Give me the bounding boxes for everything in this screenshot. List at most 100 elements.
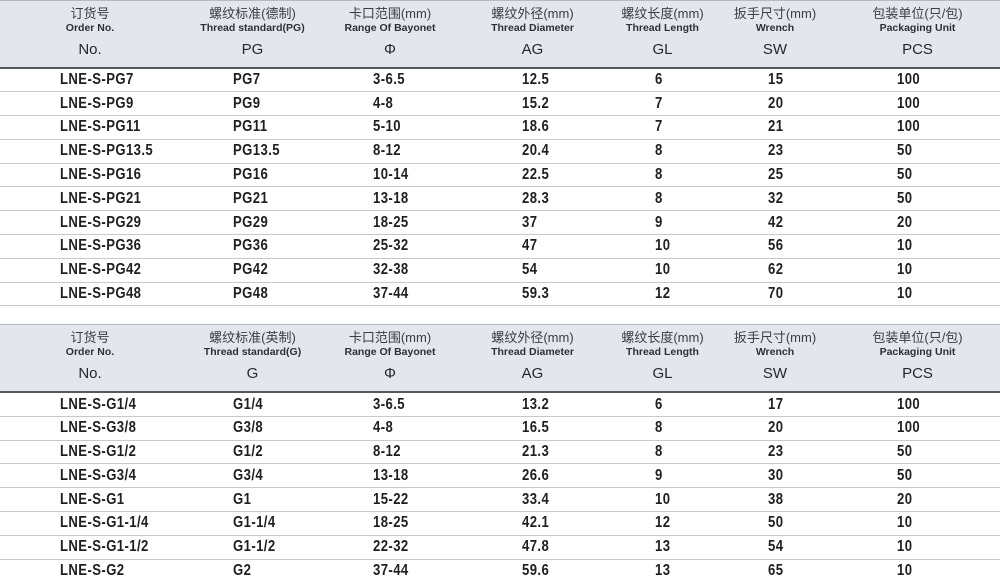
cell-thread-diameter: 21.3: [455, 440, 610, 465]
column-header-zh: 订货号: [70, 330, 110, 346]
cell-thread-standard: G1: [180, 487, 325, 512]
cell-value: 33.4: [522, 490, 550, 508]
cell-value: 20: [768, 94, 784, 112]
cell-value: 8: [655, 166, 663, 184]
cell-value: 10: [897, 237, 913, 255]
cell-value: 100: [897, 395, 921, 413]
cell-value: 50: [897, 189, 913, 207]
cell-value: 5-10: [373, 118, 401, 136]
table-row: LNE-S-G1-1/2 G1-1/2 22-32 47.8 13 54 10: [0, 535, 1000, 560]
cell-thread-length: 7: [610, 115, 715, 140]
column-header-symbol: GL: [652, 41, 673, 58]
cell-value: G1/4: [233, 395, 264, 413]
cell-thread-diameter: 37: [455, 210, 610, 236]
cell-value: 30: [768, 466, 784, 484]
cell-value: 42.1: [522, 514, 550, 532]
cell-thread-diameter: 22.5: [455, 163, 610, 188]
cell-value: LNE-S-PG7: [60, 71, 134, 89]
cell-thread-standard: PG48: [180, 282, 325, 307]
column-header-symbol: No.: [78, 365, 102, 383]
cell-value: 10-14: [373, 166, 409, 184]
cell-thread-standard: G3/8: [180, 416, 325, 441]
table-row: LNE-S-PG7 PG7 3-6.5 12.5 6 15 100: [0, 68, 1000, 93]
cell-wrench-size: 15: [715, 68, 835, 93]
column-header-en: Range Of Bayonet: [344, 346, 436, 359]
cell-value: LNE-S-PG13.5: [60, 142, 154, 160]
cell-bayonet-range: 37-44: [325, 559, 455, 577]
column-header-zh: 螺纹外径(mm): [491, 6, 574, 21]
column-header-symbol: AG: [521, 41, 544, 58]
cell-bayonet-range: 18-25: [325, 210, 455, 236]
cell-packaging-unit: 10: [835, 282, 1000, 307]
cell-packaging-unit: 100: [835, 68, 1000, 93]
cell-thread-diameter: 54: [455, 258, 610, 283]
column-header-en: Thread Diameter: [491, 346, 574, 359]
cell-value: 28.3: [522, 189, 550, 207]
cell-value: LNE-S-PG11: [60, 118, 141, 136]
table-row: LNE-S-G1 G1 15-22 33.4 10 38 20: [0, 487, 1000, 512]
column-header-thread-diameter: 螺纹外径(mm) Thread Diameter AG: [455, 0, 610, 69]
column-header-en: Packaging Unit: [879, 22, 956, 34]
cell-packaging-unit: 50: [835, 186, 1000, 212]
cell-value: 10: [897, 514, 913, 532]
cell-wrench-size: 65: [715, 559, 835, 577]
cell-bayonet-range: 18-25: [325, 511, 455, 536]
cell-thread-length: 6: [610, 392, 715, 417]
table-row: LNE-S-PG11 PG11 5-10 18.6 7 21 100: [0, 115, 1000, 140]
cell-value: PG29: [233, 213, 269, 231]
cell-value: LNE-S-G1/2: [60, 442, 137, 460]
table-row: LNE-S-G3/4 G3/4 13-18 26.6 9 30 50: [0, 463, 1000, 489]
cell-value: 7: [655, 94, 663, 112]
column-header-order-no: 订货号 Order No. No.: [0, 0, 180, 69]
cell-value: LNE-S-PG42: [60, 261, 142, 279]
column-header-zh: 螺纹外径(mm): [491, 330, 574, 346]
cell-bayonet-range: 32-38: [325, 258, 455, 283]
cell-packaging-unit: 100: [835, 392, 1000, 417]
cell-value: LNE-S-PG16: [60, 166, 142, 184]
cell-order-no: LNE-S-G1-1/4: [0, 511, 180, 536]
cell-value: 15-22: [373, 490, 409, 508]
cell-value: 10: [655, 490, 671, 508]
cell-value: LNE-S-G1: [60, 490, 125, 508]
cell-thread-standard: PG21: [180, 186, 325, 212]
table-row: LNE-S-PG48 PG48 37-44 59.3 12 70 10: [0, 282, 1000, 307]
cell-value: 100: [897, 71, 921, 89]
cell-value: G3/4: [233, 466, 264, 484]
cell-thread-standard: G1-1/4: [180, 511, 325, 536]
cell-thread-diameter: 13.2: [455, 392, 610, 417]
cell-packaging-unit: 10: [835, 535, 1000, 560]
cell-value: 23: [768, 142, 784, 160]
column-header-symbol: PCS: [902, 365, 933, 383]
cell-value: 50: [897, 142, 913, 160]
cell-packaging-unit: 20: [835, 487, 1000, 512]
cell-bayonet-range: 3-6.5: [325, 68, 455, 93]
cell-wrench-size: 56: [715, 234, 835, 259]
cell-value: 100: [897, 419, 921, 437]
cell-order-no: LNE-S-PG16: [0, 163, 180, 188]
cell-order-no: LNE-S-G1: [0, 487, 180, 512]
cell-order-no: LNE-S-G3/8: [0, 416, 180, 441]
pg-thread-table-section: 订货号 Order No. No. 螺纹标准(德制) Thread standard(P…: [0, 0, 1000, 307]
cell-value: 9: [655, 466, 663, 484]
column-header-symbol: PCS: [902, 41, 933, 58]
cell-bayonet-range: 15-22: [325, 487, 455, 512]
cell-value: 13.2: [522, 395, 550, 413]
cell-bayonet-range: 8-12: [325, 139, 455, 164]
cell-thread-length: 7: [610, 91, 715, 117]
cell-value: 50: [897, 466, 913, 484]
cell-thread-standard: PG7: [180, 68, 325, 93]
column-header-symbol: G: [246, 365, 259, 383]
column-header-wrench-size: 扳手尺寸(mm) Wrench SW: [715, 324, 835, 394]
cell-bayonet-range: 4-8: [325, 416, 455, 441]
cell-value: 8: [655, 142, 663, 160]
cell-thread-length: 8: [610, 416, 715, 441]
cell-value: 62: [768, 261, 784, 279]
cell-thread-diameter: 47: [455, 234, 610, 259]
cell-value: 70: [768, 285, 784, 303]
column-header-thread-length: 螺纹长度(mm) Thread Length GL: [610, 324, 715, 394]
cell-packaging-unit: 10: [835, 559, 1000, 577]
cell-thread-diameter: 26.6: [455, 463, 610, 489]
cell-order-no: LNE-S-PG7: [0, 68, 180, 93]
cell-value: 7: [655, 118, 663, 136]
